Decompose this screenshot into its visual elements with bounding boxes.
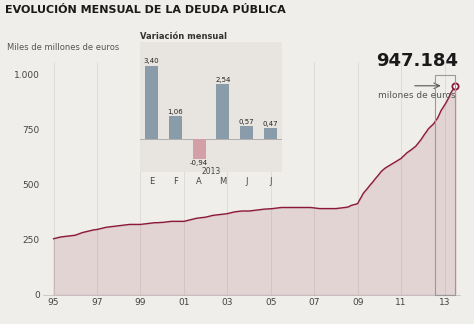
Text: 2013: 2013 xyxy=(201,167,220,176)
Text: 0,47: 0,47 xyxy=(263,121,278,127)
Text: -0,94: -0,94 xyxy=(190,160,208,166)
Text: milones de euros: milones de euros xyxy=(378,91,456,100)
Bar xyxy=(436,75,456,295)
Bar xyxy=(169,116,182,139)
Text: EVOLUCIÓN MENSUAL DE LA DEUDA PÚBLICA: EVOLUCIÓN MENSUAL DE LA DEUDA PÚBLICA xyxy=(5,5,285,15)
Text: 0,57: 0,57 xyxy=(239,119,254,125)
Text: 3,40: 3,40 xyxy=(144,58,159,64)
Text: 947.184: 947.184 xyxy=(376,52,458,70)
Bar xyxy=(240,126,253,139)
Bar xyxy=(216,84,229,139)
Text: 2,54: 2,54 xyxy=(215,77,230,83)
Bar xyxy=(145,66,158,139)
Bar xyxy=(192,139,206,159)
Text: Miles de millones de euros: Miles de millones de euros xyxy=(7,43,119,52)
Text: 1,06: 1,06 xyxy=(167,109,183,114)
Text: Variación mensual: Variación mensual xyxy=(140,32,227,41)
Bar xyxy=(264,128,277,139)
